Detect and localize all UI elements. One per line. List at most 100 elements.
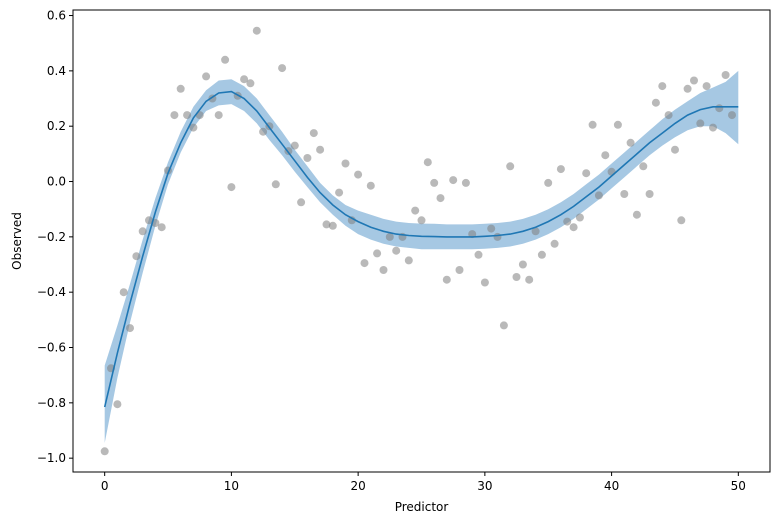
- data-point: [493, 232, 502, 241]
- data-point: [518, 260, 527, 269]
- data-point: [696, 119, 705, 128]
- x-tick-label: 20: [350, 479, 365, 493]
- data-point: [632, 210, 641, 219]
- data-point: [563, 217, 572, 226]
- data-point: [582, 169, 591, 178]
- data-point: [442, 275, 451, 284]
- fit-line: [103, 90, 739, 408]
- data-point: [474, 250, 483, 259]
- data-point: [626, 138, 635, 147]
- data-point: [537, 250, 546, 259]
- data-point: [721, 71, 730, 79]
- x-tick-label: 40: [604, 479, 619, 493]
- data-point: [290, 141, 299, 150]
- data-point: [278, 64, 287, 73]
- data-point: [664, 111, 673, 120]
- data-point: [252, 26, 261, 35]
- y-tick-label: −0.6: [37, 341, 66, 355]
- x-axis-label: Predictor: [395, 500, 449, 514]
- data-point: [170, 111, 179, 120]
- fit-line-layer: [103, 90, 739, 408]
- data-point: [316, 145, 325, 154]
- data-point: [613, 120, 622, 129]
- data-point: [430, 178, 439, 187]
- data-point: [588, 120, 597, 129]
- data-point: [423, 158, 432, 167]
- data-point: [303, 154, 312, 162]
- data-point: [221, 55, 230, 64]
- y-axis: −1.0 −0.8 −0.6 −0.4 −0.2 0.0 0.2 0.4 0.6: [37, 9, 73, 465]
- data-point: [227, 183, 236, 192]
- data-point: [544, 178, 553, 187]
- scatter-points-layer: [100, 26, 736, 456]
- data-point: [366, 181, 375, 190]
- plot-frame: [72, 9, 771, 473]
- data-point: [620, 190, 629, 198]
- data-point: [341, 159, 350, 168]
- data-point: [271, 180, 280, 189]
- data-point: [309, 129, 318, 138]
- data-point: [499, 321, 508, 330]
- x-tick-label: 50: [731, 479, 746, 493]
- data-point: [709, 123, 717, 132]
- data-point: [214, 111, 223, 120]
- data-point: [449, 176, 458, 185]
- data-point: [651, 98, 660, 107]
- data-point: [138, 227, 147, 236]
- data-point: [512, 273, 521, 281]
- data-point: [379, 266, 388, 274]
- data-point: [531, 227, 540, 236]
- data-point: [183, 111, 192, 120]
- data-point: [335, 188, 344, 197]
- x-tick-label: 0: [101, 479, 109, 493]
- data-point: [297, 198, 306, 207]
- y-tick-label: 0.2: [47, 119, 66, 133]
- data-point: [677, 216, 686, 225]
- data-point: [176, 84, 185, 93]
- data-point: [392, 246, 401, 255]
- data-point: [157, 223, 166, 232]
- data-point: [145, 216, 153, 225]
- y-tick-label: 0.4: [47, 64, 66, 78]
- data-point: [411, 206, 420, 215]
- y-tick-label: −1.0: [37, 451, 66, 465]
- data-point: [417, 216, 426, 225]
- data-point: [480, 278, 489, 287]
- data-point: [639, 162, 648, 171]
- data-point: [385, 232, 394, 241]
- data-point: [360, 259, 369, 268]
- data-point: [126, 324, 134, 333]
- data-point: [550, 239, 559, 248]
- data-point: [525, 275, 534, 284]
- data-point: [690, 76, 698, 85]
- data-point: [189, 123, 198, 132]
- x-tick-label: 10: [224, 479, 239, 493]
- data-point: [113, 400, 122, 409]
- data-point: [556, 165, 565, 174]
- data-point: [728, 111, 736, 120]
- data-point: [506, 162, 515, 171]
- data-point: [683, 84, 692, 93]
- data-point: [347, 216, 356, 225]
- data-point: [455, 266, 464, 274]
- data-point: [645, 190, 654, 198]
- x-axis: 0 10 20 30 40 50: [101, 472, 746, 493]
- data-point: [240, 75, 249, 84]
- data-point: [202, 72, 211, 81]
- data-point: [100, 447, 109, 456]
- y-axis-label: Observed: [10, 212, 24, 270]
- data-point: [715, 104, 724, 113]
- y-tick-label: −0.8: [37, 396, 66, 410]
- data-point: [246, 79, 255, 88]
- data-point: [119, 288, 128, 297]
- y-tick-label: −0.2: [37, 230, 66, 244]
- data-point: [132, 252, 141, 261]
- data-point: [322, 220, 331, 229]
- data-point: [658, 82, 667, 91]
- data-point: [601, 151, 610, 160]
- data-point: [671, 145, 679, 154]
- data-point: [436, 194, 445, 203]
- data-point: [461, 178, 470, 187]
